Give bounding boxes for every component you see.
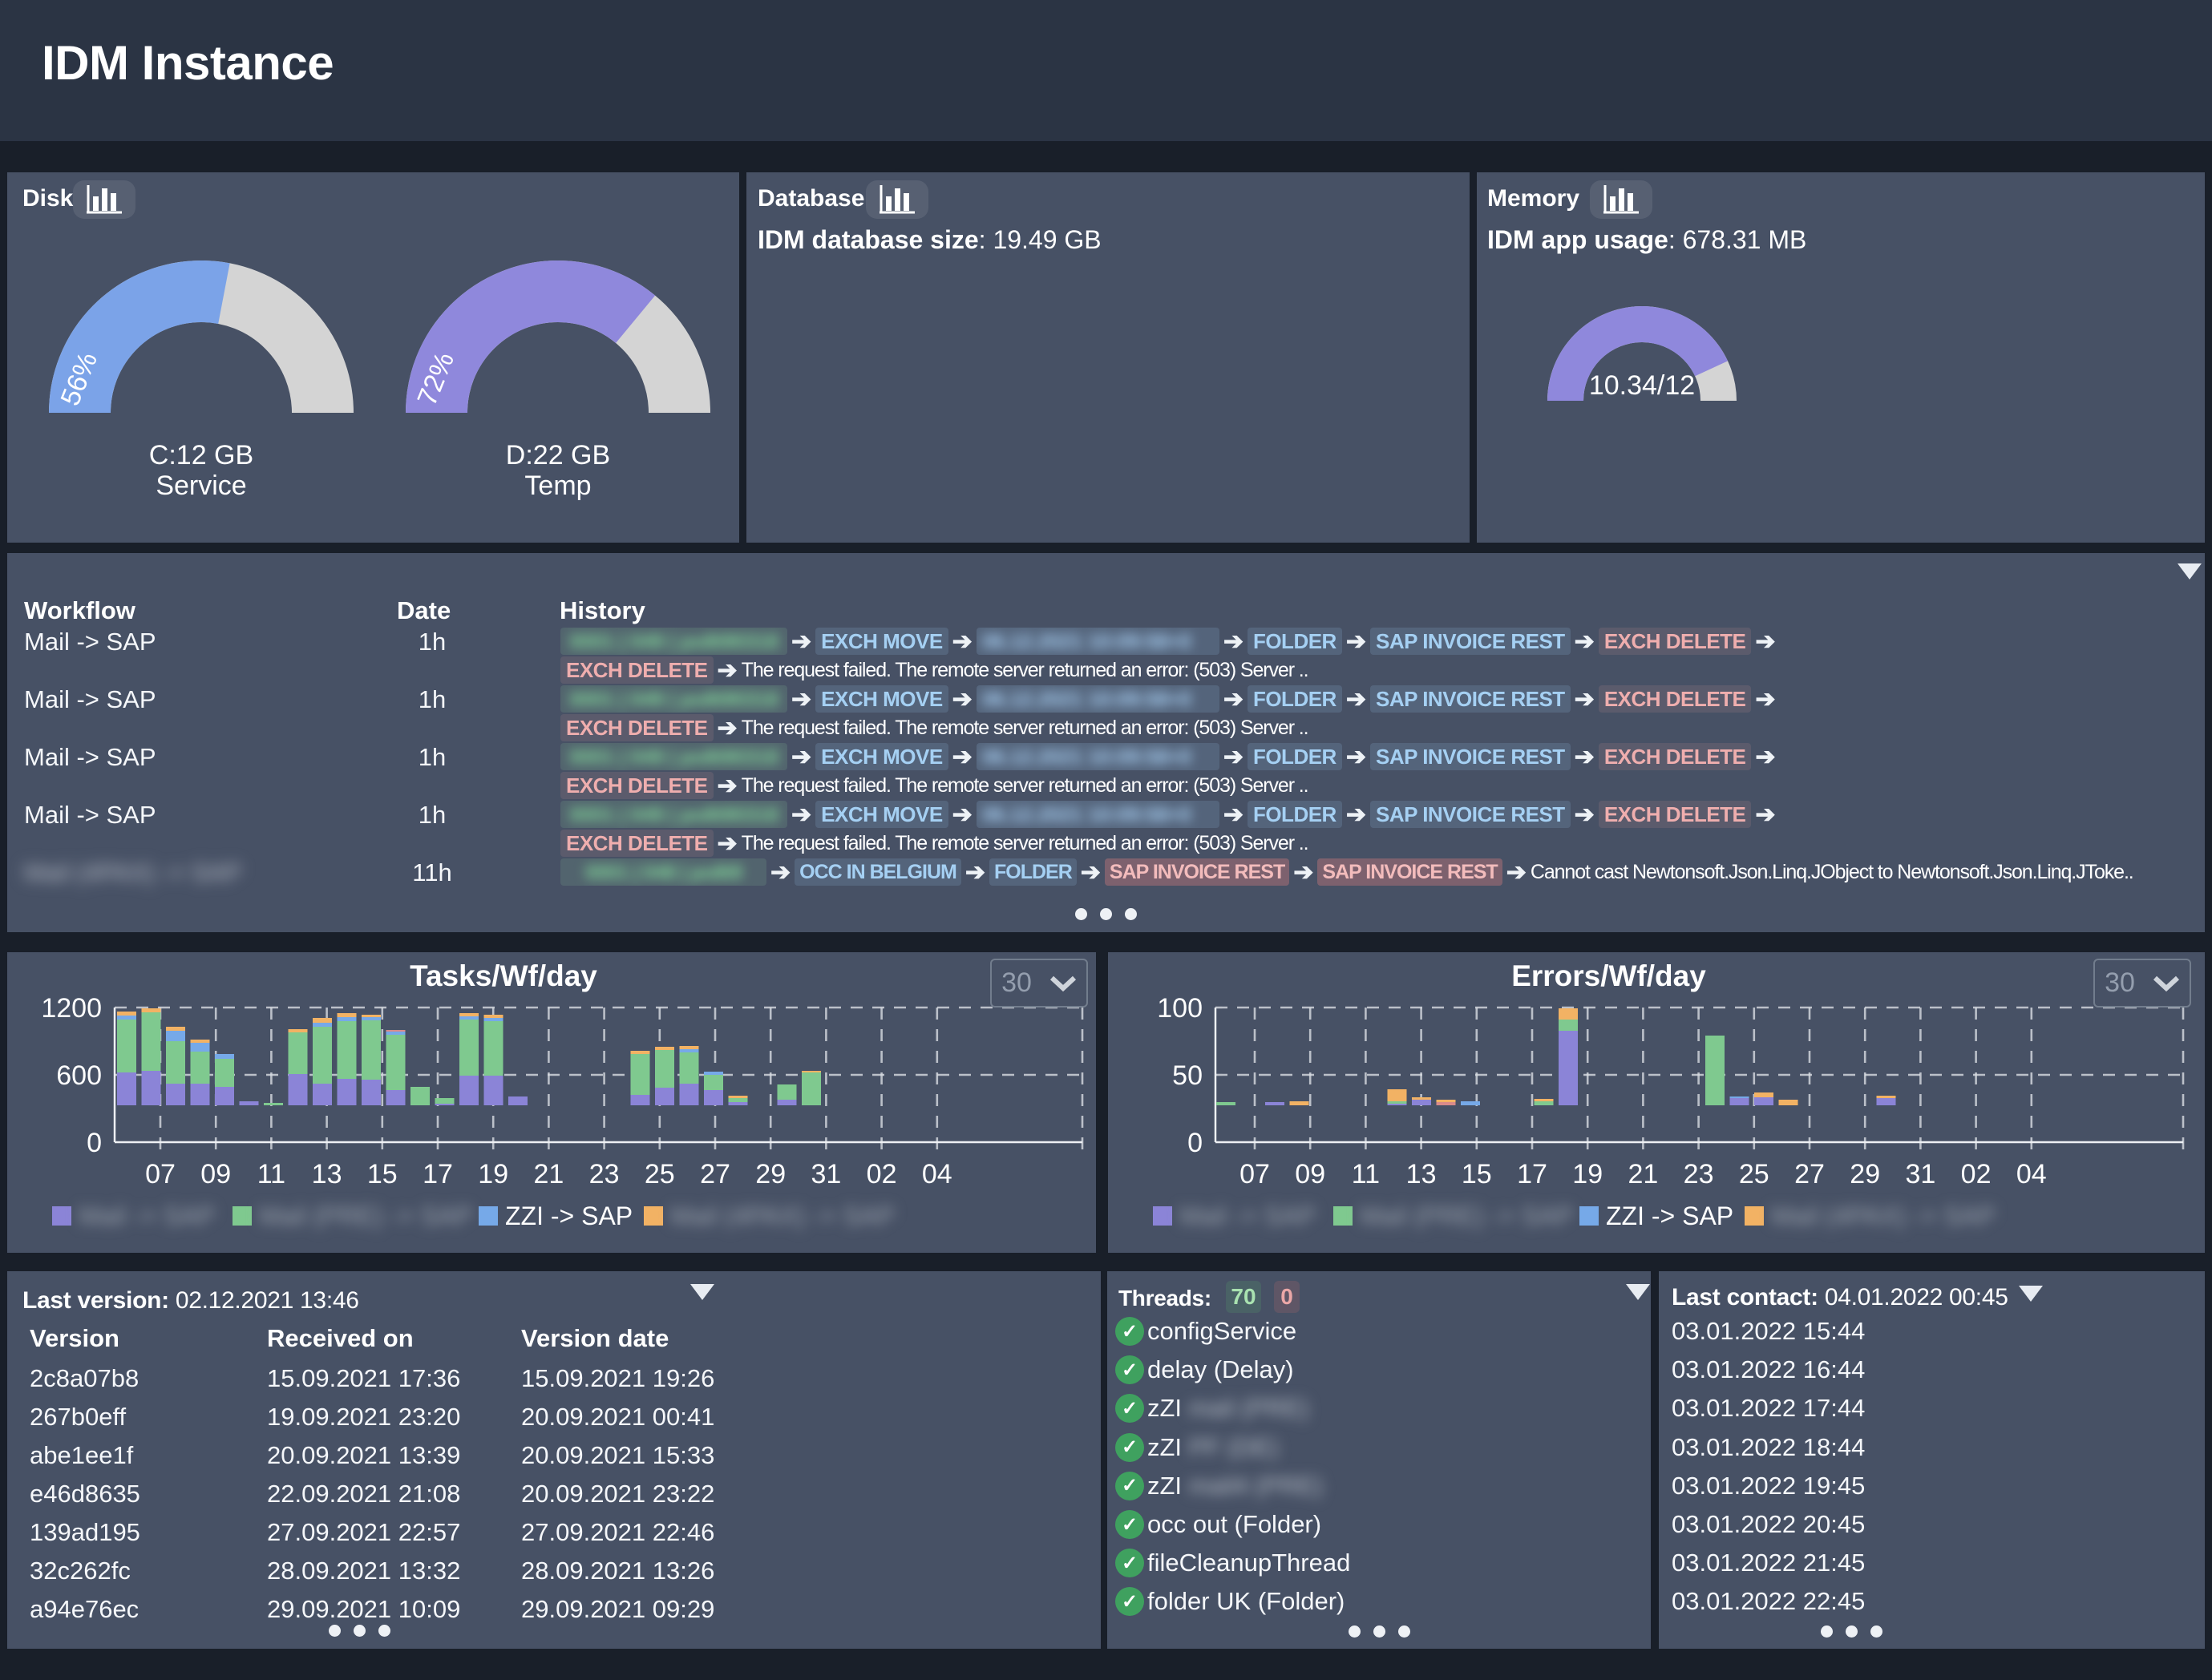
svg-text:25: 25 xyxy=(1739,1159,1769,1189)
svg-text:Errors/Wf/day: Errors/Wf/day xyxy=(1511,959,1706,992)
svg-text:17: 17 xyxy=(1517,1159,1547,1189)
svg-text:600: 600 xyxy=(56,1060,102,1091)
svg-text:11: 11 xyxy=(1352,1159,1380,1189)
svg-text:50: 50 xyxy=(1172,1060,1203,1091)
svg-text:02: 02 xyxy=(1961,1159,1992,1189)
svg-text:31: 31 xyxy=(811,1159,841,1189)
svg-text:23: 23 xyxy=(589,1159,620,1189)
svg-text:13: 13 xyxy=(1406,1159,1437,1189)
svg-text:21: 21 xyxy=(533,1159,564,1189)
svg-text:13: 13 xyxy=(312,1159,342,1189)
svg-text:C:12 GB: C:12 GB xyxy=(149,440,253,470)
svg-text:15: 15 xyxy=(367,1159,398,1189)
svg-text:19: 19 xyxy=(1572,1159,1603,1189)
svg-text:25: 25 xyxy=(645,1159,675,1189)
svg-text:1200: 1200 xyxy=(41,993,102,1024)
svg-text:04: 04 xyxy=(2016,1159,2047,1189)
svg-text:31: 31 xyxy=(1905,1159,1935,1189)
svg-text:19: 19 xyxy=(478,1159,508,1189)
svg-text:29: 29 xyxy=(1850,1159,1880,1189)
svg-text:07: 07 xyxy=(145,1159,176,1189)
svg-text:21: 21 xyxy=(1628,1159,1658,1189)
svg-text:27: 27 xyxy=(1794,1159,1825,1189)
svg-text:0: 0 xyxy=(87,1128,102,1158)
svg-text:Service: Service xyxy=(156,470,246,501)
svg-text:11: 11 xyxy=(257,1159,285,1189)
svg-text:10.34/12: 10.34/12 xyxy=(1589,370,1695,401)
svg-text:07: 07 xyxy=(1239,1159,1270,1189)
svg-text:23: 23 xyxy=(1684,1159,1714,1189)
svg-text:0: 0 xyxy=(1187,1128,1203,1158)
svg-text:04: 04 xyxy=(922,1159,952,1189)
svg-text:02: 02 xyxy=(867,1159,897,1189)
svg-text:Tasks/Wf/day: Tasks/Wf/day xyxy=(410,959,597,992)
svg-text:100: 100 xyxy=(1157,993,1203,1024)
svg-text:09: 09 xyxy=(1295,1159,1325,1189)
svg-text:D:22 GB: D:22 GB xyxy=(506,440,610,470)
svg-text:29: 29 xyxy=(755,1159,786,1189)
svg-text:27: 27 xyxy=(700,1159,730,1189)
svg-text:15: 15 xyxy=(1462,1159,1492,1189)
svg-text:Temp: Temp xyxy=(524,470,591,501)
svg-text:09: 09 xyxy=(200,1159,231,1189)
svg-text:17: 17 xyxy=(423,1159,453,1189)
